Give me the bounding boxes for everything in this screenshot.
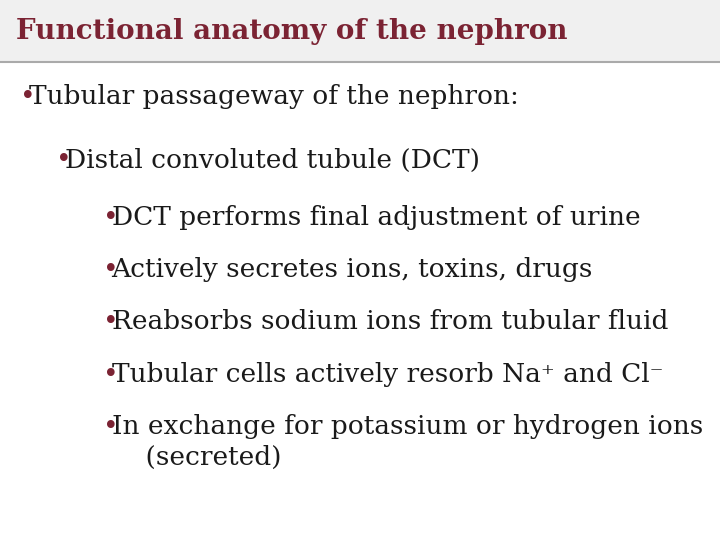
Text: Tubular passageway of the nephron:: Tubular passageway of the nephron: — [29, 84, 518, 109]
Text: •: • — [20, 84, 36, 109]
Text: •: • — [56, 147, 72, 172]
Text: DCT performs final adjustment of urine: DCT performs final adjustment of urine — [112, 205, 640, 230]
Text: •: • — [103, 309, 119, 334]
Text: •: • — [103, 205, 119, 230]
Text: In exchange for potassium or hydrogen ions
    (secreted): In exchange for potassium or hydrogen io… — [112, 414, 703, 470]
Text: •: • — [103, 414, 119, 439]
Text: •: • — [103, 257, 119, 282]
Text: Reabsorbs sodium ions from tubular fluid: Reabsorbs sodium ions from tubular fluid — [112, 309, 668, 334]
Text: Distal convoluted tubule (DCT): Distal convoluted tubule (DCT) — [65, 147, 480, 172]
Text: Functional anatomy of the nephron: Functional anatomy of the nephron — [16, 17, 567, 45]
Text: Tubular cells actively resorb Na⁺ and Cl⁻: Tubular cells actively resorb Na⁺ and Cl… — [112, 362, 663, 387]
Text: •: • — [103, 362, 119, 387]
FancyBboxPatch shape — [0, 0, 720, 62]
Text: Actively secretes ions, toxins, drugs: Actively secretes ions, toxins, drugs — [112, 257, 593, 282]
